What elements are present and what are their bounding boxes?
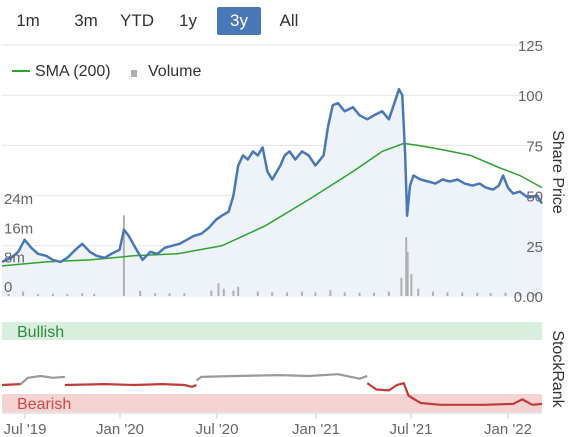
price-area [2, 89, 542, 296]
volume-bar [22, 291, 25, 296]
price-axis-ticks: 0.00 25 50 75 100 125 [514, 38, 543, 306]
volume-tick-label: 24m [4, 191, 33, 208]
volume-bar [533, 293, 536, 296]
price-tick-label: 100 [518, 88, 543, 105]
volume-bar [271, 292, 274, 296]
volume-bar [222, 288, 225, 296]
volume-bars [7, 215, 536, 296]
volume-bar [400, 277, 403, 296]
stockrank-bands: Bullish Bearish [2, 322, 542, 413]
volume-bar [314, 292, 317, 296]
volume-bar [343, 292, 346, 296]
stockrank-band-bearish [2, 394, 542, 412]
sma-line [1, 142, 543, 267]
range-button-ytd[interactable]: YTD [120, 11, 154, 30]
volume-bar [210, 290, 213, 296]
volume-bar [183, 293, 186, 296]
range-button-3y[interactable]: 3y [217, 7, 261, 35]
volume-axis-ticks: 0 8m 16m 24m [4, 191, 33, 296]
volume-bar [51, 293, 54, 296]
stockrank-neutral-segment [195, 373, 368, 382]
range-button-3m[interactable]: 3m [74, 11, 98, 30]
volume-bar [518, 293, 521, 296]
range-button-1y[interactable]: 1y [179, 11, 197, 30]
stockrank-band-label: Bearish [17, 396, 71, 413]
price-series [1, 87, 544, 264]
stockrank-bearish-segment [1, 383, 21, 387]
volume-bar [232, 290, 235, 296]
time-axis: Jul '19 Jan '20 Jul '20 Jan '21 Jul '21 Jan '… [2, 412, 542, 437]
range-selector: 1m 3m YTD 1y 3y All [0, 0, 569, 42]
volume-bar [329, 290, 332, 296]
x-tick-label: Jul '21 [390, 421, 433, 437]
stockrank-y-axis-label: StockRank [549, 330, 566, 408]
volume-bar [301, 291, 303, 296]
price-y-axis-label: Share Price [549, 130, 566, 214]
stockrank-band-bullish [2, 322, 542, 340]
volume-bar [93, 293, 96, 296]
volume-bar [489, 293, 492, 296]
volume-bar [168, 293, 171, 296]
x-tick-label: Jan '22 [484, 421, 532, 437]
sma-series [1, 142, 543, 267]
volume-bar [66, 294, 69, 296]
chart-legend: SMA (200) Volume [12, 63, 201, 80]
price-tick-label: 25 [526, 239, 543, 256]
volume-bar [139, 290, 142, 296]
price-tick-label: 50 [526, 189, 543, 206]
x-tick-label: Jul '20 [196, 421, 239, 437]
x-tick-label: Jan '21 [292, 421, 340, 437]
volume-bar [410, 274, 413, 296]
volume-bar [217, 283, 220, 296]
legend-volume-label: Volume [148, 63, 201, 80]
volume-bar [358, 292, 361, 296]
legend-sma-label: SMA (200) [35, 63, 111, 80]
stockrank-bearish-segment [64, 383, 197, 388]
volume-bar [387, 291, 390, 296]
stockrank-neutral-segment [19, 374, 65, 385]
volume-bar [81, 293, 84, 296]
volume-tick-label: 16m [4, 220, 33, 237]
price-tick-label: 0.00 [514, 289, 543, 306]
price-tick-label: 125 [518, 38, 543, 55]
stockrank-band-label: Bullish [17, 324, 64, 341]
range-button-1m[interactable]: 1m [16, 11, 40, 30]
volume-bar [237, 286, 240, 296]
volume-bar [37, 294, 39, 296]
volume-bar [7, 293, 10, 296]
volume-bar [154, 293, 157, 296]
x-tick-label: Jan '20 [96, 421, 144, 437]
volume-bar [432, 291, 434, 296]
volume-bar [256, 291, 259, 296]
volume-bar [504, 292, 507, 296]
price-tick-label: 75 [526, 138, 543, 155]
price-line [1, 87, 544, 264]
volume-bar [122, 215, 125, 296]
stockrank-bearish-segment [366, 382, 543, 406]
volume-tick-label: 0 [4, 279, 12, 296]
range-button-all[interactable]: All [279, 11, 299, 30]
volume-bar [373, 292, 375, 296]
volume-bar [476, 292, 479, 296]
x-tick-label: Jul '19 [4, 421, 47, 437]
volume-bar [286, 292, 289, 296]
volume-bar [461, 292, 464, 296]
volume-bar [417, 288, 420, 296]
volume-tick-label: 8m [4, 250, 25, 267]
volume-bar [446, 292, 449, 296]
legend-volume-swatch [131, 70, 137, 77]
volume-bar [405, 237, 408, 296]
volume-bar [406, 252, 409, 296]
stockrank-series [1, 373, 543, 406]
price-area-fill [2, 89, 542, 296]
